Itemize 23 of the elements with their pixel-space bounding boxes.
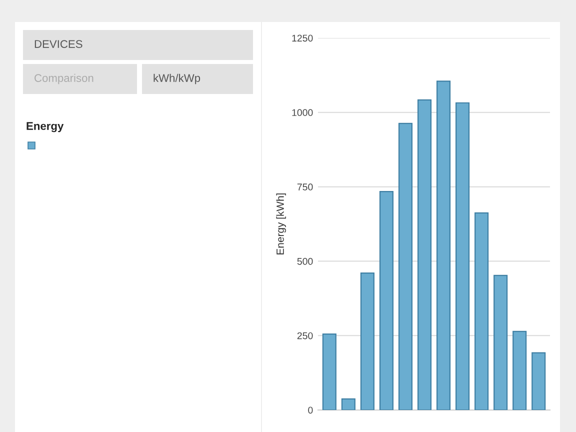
text: kWh/kWp bbox=[154, 74, 200, 84]
bar bbox=[360, 272, 374, 410]
y-tick-label: 1250 bbox=[292, 34, 313, 42]
bar bbox=[512, 330, 527, 410]
bar bbox=[398, 122, 412, 410]
bar bbox=[322, 334, 336, 410]
bar bbox=[341, 398, 356, 410]
bar bbox=[532, 352, 546, 410]
y-tick-label: 750 bbox=[297, 184, 313, 190]
bar bbox=[379, 191, 394, 410]
bar bbox=[417, 99, 432, 410]
y-tick-label: 250 bbox=[297, 332, 313, 340]
bar bbox=[494, 274, 508, 410]
bar bbox=[474, 212, 489, 410]
bar bbox=[456, 102, 470, 410]
bar bbox=[436, 80, 451, 410]
y-tick-label: 0 bbox=[308, 406, 313, 414]
text: Comparison bbox=[34, 74, 94, 84]
text: DEVICES bbox=[34, 40, 82, 48]
y-tick-label: 1000 bbox=[292, 109, 313, 116]
y-tick-label: 500 bbox=[297, 258, 313, 265]
y-axis-title: Energy [kWh] bbox=[276, 193, 286, 254]
legend-title: Energy bbox=[26, 122, 64, 132]
